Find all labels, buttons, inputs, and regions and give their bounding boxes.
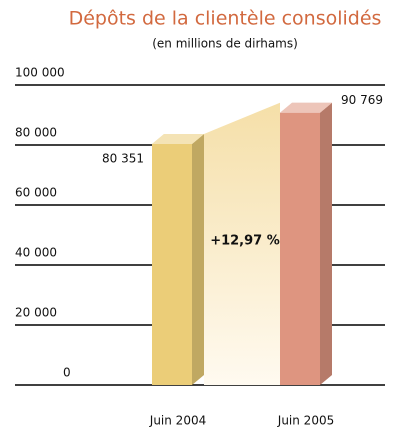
bar-side bbox=[320, 102, 332, 386]
bar-top bbox=[152, 133, 204, 144]
chart-subtitle: (en millions de dirhams) bbox=[152, 37, 298, 51]
y-tick-label: 40 000 bbox=[15, 246, 57, 260]
growth-band bbox=[204, 102, 280, 386]
value-label: 90 769 bbox=[341, 93, 383, 107]
bar-top-light bbox=[152, 133, 204, 144]
bar-top-light bbox=[280, 102, 332, 113]
y-tick-label: 100 000 bbox=[15, 66, 65, 80]
y-tick-label: 0 bbox=[63, 366, 71, 380]
y-tick-label: 60 000 bbox=[15, 186, 57, 200]
bar-side-shade bbox=[192, 133, 204, 385]
y-tick-label: 80 000 bbox=[15, 126, 57, 140]
bar-side-shade bbox=[320, 102, 332, 386]
chart-title: Dépôts de la clientèle consolidés bbox=[69, 8, 382, 30]
annotation: +12,97 % bbox=[210, 234, 280, 249]
x-tick-label: Juin 2005 bbox=[277, 414, 334, 428]
value-label: 80 351 bbox=[102, 151, 144, 165]
y-tick-label: 20 000 bbox=[15, 306, 57, 320]
x-tick-label: Juin 2004 bbox=[149, 414, 206, 428]
bar-top bbox=[280, 102, 332, 113]
bar bbox=[280, 112, 320, 386]
bar bbox=[152, 143, 192, 385]
bar-side bbox=[192, 133, 204, 385]
